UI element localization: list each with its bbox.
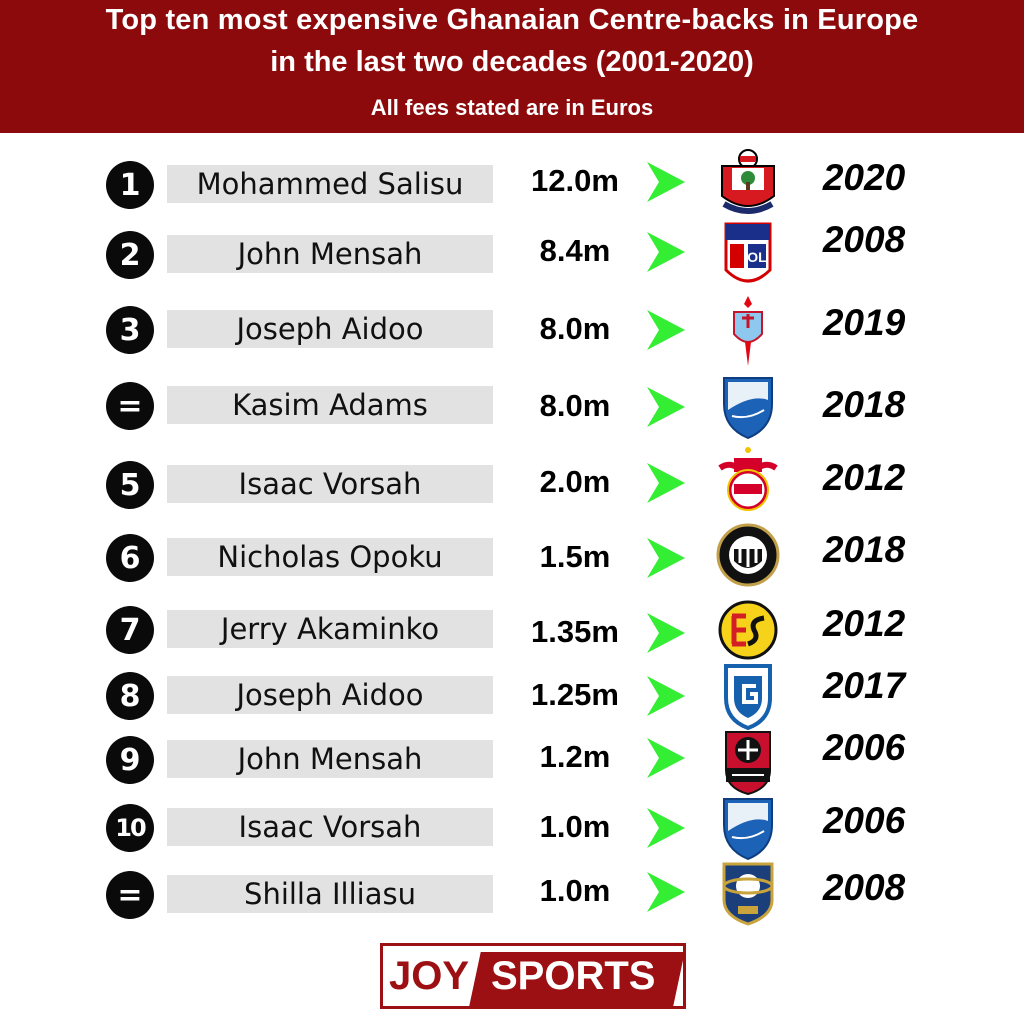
rank-badge: 10 xyxy=(106,804,154,852)
transfer-fee: 1.0m xyxy=(539,809,611,844)
rb-salzburg-crest-icon xyxy=(712,446,784,518)
transfer-year: 2006 xyxy=(822,800,906,841)
arrow-right-icon xyxy=(645,385,687,429)
hoffenheim-crest-icon xyxy=(712,370,784,442)
rank-badge: 6 xyxy=(106,534,154,582)
transfer-year: 2017 xyxy=(822,665,906,706)
player-name: Jerry Akaminko xyxy=(167,610,493,648)
player-name: Isaac Vorsah xyxy=(167,465,493,503)
rank-badge: 8 xyxy=(106,672,154,720)
transfer-year: 2006 xyxy=(822,727,906,768)
transfer-year: 2008 xyxy=(822,219,906,260)
saturn-crest-icon xyxy=(712,854,784,926)
rank-badge: 3 xyxy=(106,306,154,354)
rank-badge: 2 xyxy=(106,231,154,279)
player-name: Kasim Adams xyxy=(167,386,493,424)
player-name: Isaac Vorsah xyxy=(167,808,493,846)
title-line-2: in the last two decades (2001-2020) xyxy=(270,46,754,78)
arrow-right-icon xyxy=(645,806,687,850)
transfer-fee: 1.25m xyxy=(531,677,619,712)
subtitle: All fees stated are in Euros xyxy=(370,95,654,120)
celta-vigo-crest-icon xyxy=(712,294,784,366)
arrow-right-icon xyxy=(645,230,687,274)
hoffenheim-crest-icon xyxy=(712,791,784,863)
title-banner: Top ten most expensive Ghanaian Centre-b… xyxy=(0,0,1024,133)
brand-sports: SPORTS xyxy=(491,954,656,998)
transfer-fee: 8.0m xyxy=(539,311,611,346)
lyon-crest-icon: OL xyxy=(712,220,784,292)
eskisehirspor-crest-icon xyxy=(712,594,784,666)
transfer-fee: 2.0m xyxy=(539,464,611,499)
arrow-right-icon xyxy=(645,736,687,780)
player-name: Joseph Aidoo xyxy=(167,310,493,348)
rank-badge: 5 xyxy=(106,461,154,509)
southampton-crest-icon xyxy=(712,146,784,218)
joy-sports-logo: JOY SPORTS xyxy=(380,943,686,1009)
transfer-fee: 1.2m xyxy=(539,739,611,774)
transfer-fee: 8.4m xyxy=(539,233,611,268)
transfer-year: 2020 xyxy=(822,157,906,198)
arrow-right-icon xyxy=(645,160,687,204)
rank-badge: 1 xyxy=(106,161,154,209)
arrow-right-icon xyxy=(645,674,687,718)
player-name: Nicholas Opoku xyxy=(167,538,493,576)
player-name: Joseph Aidoo xyxy=(167,676,493,714)
arrow-right-icon xyxy=(645,308,687,352)
brand-joy: JOY xyxy=(389,954,470,998)
rennes-crest-icon xyxy=(712,726,784,798)
transfer-year: 2019 xyxy=(822,302,906,343)
player-name: John Mensah xyxy=(167,235,493,273)
transfer-fee: 1.35m xyxy=(531,614,619,649)
transfer-fee: 1.0m xyxy=(539,873,611,908)
arrow-right-icon xyxy=(645,611,687,655)
transfer-fee: 8.0m xyxy=(539,388,611,423)
transfer-year: 2018 xyxy=(822,384,906,425)
genk-crest-icon xyxy=(712,660,784,732)
transfer-fee: 1.5m xyxy=(539,539,611,574)
rank-badge: = xyxy=(106,871,154,919)
transfer-fee: 12.0m xyxy=(531,163,619,198)
transfer-year: 2008 xyxy=(822,867,906,908)
transfer-year: 2018 xyxy=(822,529,906,570)
rank-badge: = xyxy=(106,382,154,430)
transfer-year: 2012 xyxy=(822,457,906,498)
transfer-year: 2012 xyxy=(822,603,906,644)
title-line-1: Top ten most expensive Ghanaian Centre-b… xyxy=(105,4,919,36)
arrow-right-icon xyxy=(645,870,687,914)
udinese-crest-icon xyxy=(712,519,784,591)
svg-text:OL: OL xyxy=(747,249,767,265)
arrow-right-icon xyxy=(645,461,687,505)
arrow-right-icon xyxy=(645,536,687,580)
player-name: Shilla Illiasu xyxy=(167,875,493,913)
player-name: Mohammed Salisu xyxy=(167,165,493,203)
player-name: John Mensah xyxy=(167,740,493,778)
rank-badge: 7 xyxy=(106,606,154,654)
rank-badge: 9 xyxy=(106,736,154,784)
